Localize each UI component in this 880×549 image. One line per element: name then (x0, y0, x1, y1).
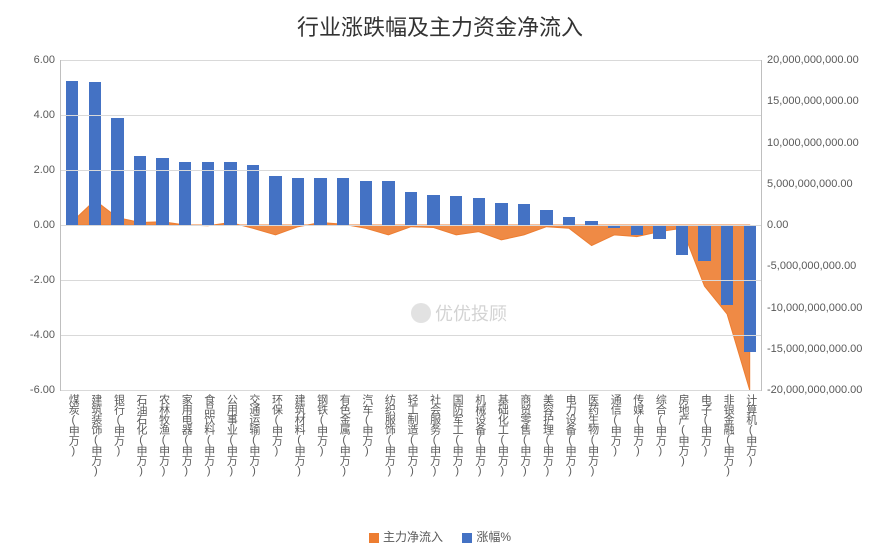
x-tick-label: 有色金属(申万) (336, 394, 352, 476)
bar (89, 82, 101, 225)
bar (247, 165, 259, 226)
bar (337, 178, 349, 225)
x-tick-label: 房地产(申万) (675, 394, 691, 466)
y-right-tick-label: -5,000,000,000.00 (767, 260, 856, 272)
x-tick-label: 传媒(申万) (630, 394, 646, 456)
bar (631, 225, 643, 235)
x-tick-label: 机械设备(申万) (472, 394, 488, 476)
legend-change-swatch (462, 533, 472, 543)
x-tick-label: 轻工制造(申万) (404, 394, 420, 476)
gridline (61, 225, 761, 226)
x-tick-label: 国防军工(申万) (449, 394, 465, 476)
x-tick-label: 通信(申万) (607, 394, 623, 456)
x-axis-labels: 煤炭(申万) 建筑装饰(申万) 银行(申万) 石油石化(申万) 农林牧渔(申万) 家用电器… (60, 390, 760, 520)
bar (540, 210, 552, 225)
x-tick-label: 电子(申万) (698, 394, 714, 456)
x-tick-label: 社会服务(申万) (427, 394, 443, 476)
bar (563, 217, 575, 225)
y-left-tick-label: -6.00 (30, 384, 55, 396)
x-tick-label: 食品饮料(申万) (201, 394, 217, 476)
x-tick-label: 石油石化(申万) (133, 394, 149, 476)
bar (676, 225, 688, 255)
x-tick-label: 钢铁(申万) (314, 394, 330, 456)
x-tick-label: 交通运输(申万) (246, 394, 262, 476)
x-tick-label: 基础化工(申万) (494, 394, 510, 476)
bar (450, 196, 462, 225)
watermark-logo-icon (411, 303, 431, 323)
x-tick-label: 公用事业(申万) (223, 394, 239, 476)
watermark-text: 优优投顾 (435, 300, 507, 326)
y-right-tick-label: 5,000,000,000.00 (767, 178, 853, 190)
y-right-tick-label: 10,000,000,000.00 (767, 137, 859, 149)
chart-title: 行业涨跌幅及主力资金净流入 (0, 10, 880, 42)
bar (721, 225, 733, 305)
bar (111, 118, 123, 225)
y-right-tick-label: 0.00 (767, 219, 788, 231)
x-tick-label: 建筑装饰(申万) (88, 394, 104, 476)
x-tick-label: 环保(申万) (269, 394, 285, 456)
y-left-tick-label: 4.00 (34, 109, 55, 121)
x-tick-label: 银行(申万) (110, 394, 126, 456)
x-tick-label: 家用电器(申万) (178, 394, 194, 476)
bar (427, 195, 439, 225)
x-tick-label: 农林牧渔(申万) (156, 394, 172, 476)
bar (179, 162, 191, 225)
bar (134, 156, 146, 225)
x-tick-label: 建筑材料(申万) (291, 394, 307, 476)
x-tick-label: 纺织服饰(申万) (381, 394, 397, 476)
y-right-tick-label: -10,000,000,000.00 (767, 302, 862, 314)
x-tick-label: 汽车(申万) (359, 394, 375, 456)
bar (653, 225, 665, 239)
bar (269, 176, 281, 226)
legend-change-label: 涨幅% (476, 530, 511, 544)
x-tick-label: 综合(申万) (652, 394, 668, 456)
watermark: 优优投顾 (411, 300, 507, 326)
gridline (61, 280, 761, 281)
bar (405, 192, 417, 225)
bar (202, 162, 214, 225)
bar (224, 162, 236, 225)
x-tick-label: 医药生物(申万) (585, 394, 601, 476)
x-tick-label: 商贸零售(申万) (517, 394, 533, 476)
bar (314, 178, 326, 225)
bar (473, 198, 485, 226)
gridline (61, 60, 761, 61)
legend-netflow-label: 主力净流入 (383, 530, 443, 544)
bar (698, 225, 710, 261)
y-left-tick-label: -2.00 (30, 274, 55, 286)
x-tick-label: 美容护理(申万) (539, 394, 555, 476)
y-left-tick-label: 2.00 (34, 164, 55, 176)
legend: 主力净流入 涨幅% (0, 528, 880, 545)
bar (360, 181, 372, 225)
x-tick-label: 非银金融(申万) (720, 394, 736, 476)
y-right-tick-label: 20,000,000,000.00 (767, 54, 859, 66)
legend-netflow-swatch (369, 533, 379, 543)
y-left-tick-label: -4.00 (30, 329, 55, 341)
bar (518, 204, 530, 225)
chart-container: 行业涨跌幅及主力资金净流入 优优投顾 6.004.002.000.00-2.00… (0, 0, 880, 549)
y-right-tick-label: 15,000,000,000.00 (767, 95, 859, 107)
gridline (61, 115, 761, 116)
y-left-tick-label: 6.00 (34, 54, 55, 66)
plot-area: 优优投顾 6.004.002.000.00-2.00-4.00-6.0020,0… (60, 60, 762, 391)
bar (382, 181, 394, 225)
bar (495, 203, 507, 225)
y-right-tick-label: -15,000,000,000.00 (767, 343, 862, 355)
legend-change: 涨幅% (462, 528, 511, 545)
gridline (61, 170, 761, 171)
bar (744, 225, 756, 352)
x-tick-label: 电力设备(申万) (562, 394, 578, 476)
x-tick-label: 煤炭(申万) (65, 394, 81, 456)
bar (66, 81, 78, 225)
gridline (61, 335, 761, 336)
x-tick-label: 计算机(申万) (743, 394, 759, 466)
bar (156, 158, 168, 225)
legend-netflow: 主力净流入 (369, 528, 443, 545)
y-right-tick-label: -20,000,000,000.00 (767, 384, 862, 396)
bar (292, 178, 304, 225)
y-left-tick-label: 0.00 (34, 219, 55, 231)
